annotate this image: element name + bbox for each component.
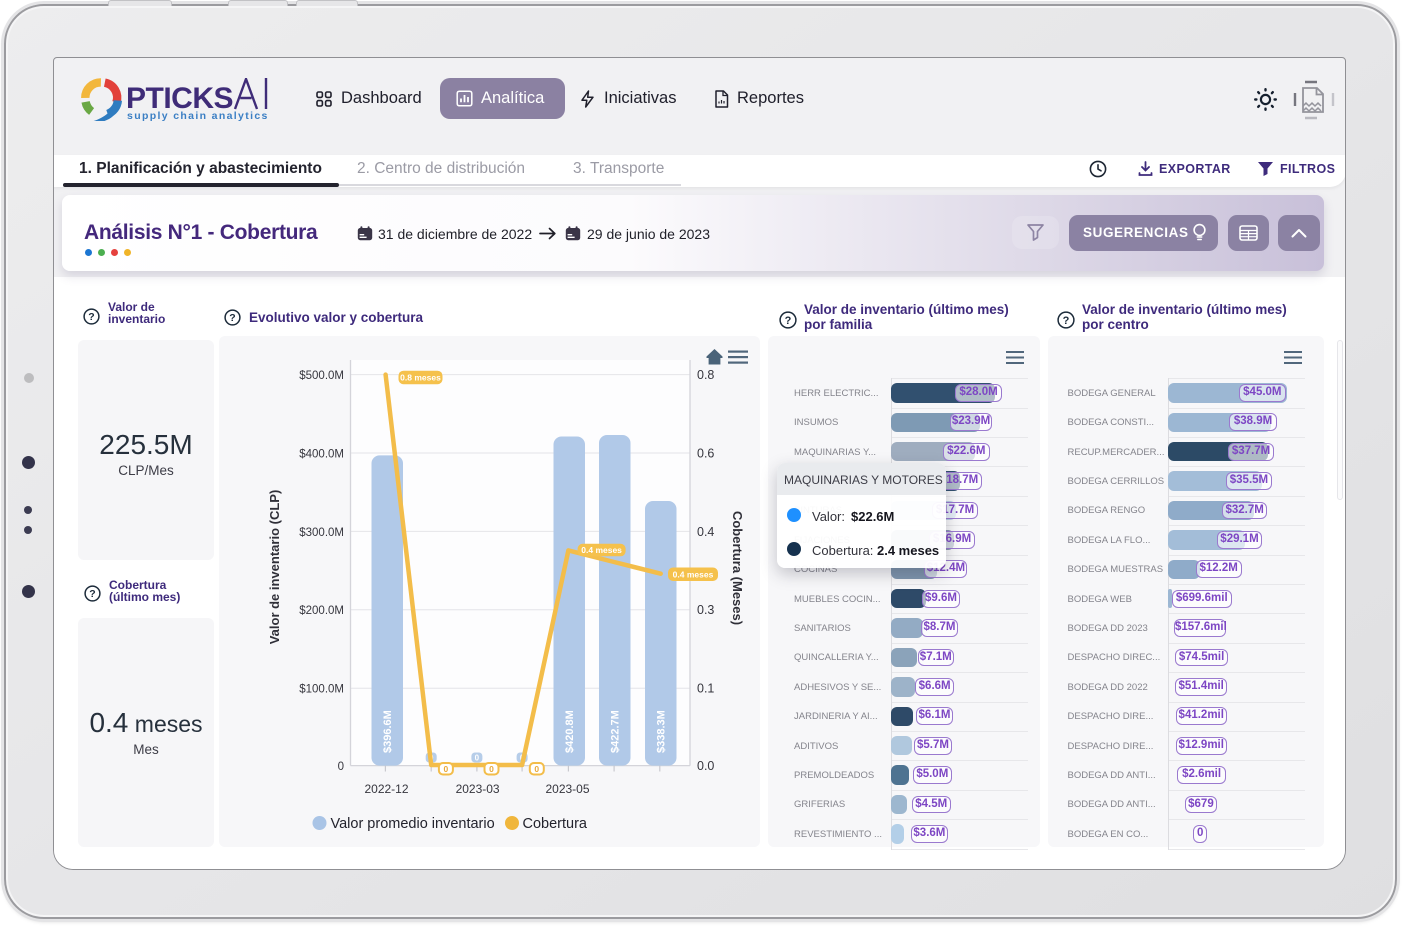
svg-text:Valor de inventario (CLP): Valor de inventario (CLP) xyxy=(267,490,282,645)
svg-text:2022-12: 2022-12 xyxy=(364,782,408,796)
svg-text:?: ? xyxy=(89,588,95,600)
svg-text:$500.0M: $500.0M xyxy=(299,370,344,382)
svg-text:?: ? xyxy=(785,315,792,327)
svg-text:0.0: 0.0 xyxy=(697,759,714,773)
svg-text:$396.6M: $396.6M xyxy=(382,710,394,753)
svg-text:0.1: 0.1 xyxy=(697,682,714,696)
svg-text:0: 0 xyxy=(338,761,344,773)
svg-text:Cobertura (Meses): Cobertura (Meses) xyxy=(730,511,745,625)
svg-text:$422.7M: $422.7M xyxy=(610,710,622,753)
svg-text:0: 0 xyxy=(444,764,449,774)
svg-text:$300.0M: $300.0M xyxy=(299,527,344,539)
svg-text:0.8 meses: 0.8 meses xyxy=(400,372,441,382)
svg-text:0: 0 xyxy=(534,764,539,774)
svg-text:0: 0 xyxy=(489,764,494,774)
svg-text:$400.0M: $400.0M xyxy=(299,448,344,460)
svg-text:0.8: 0.8 xyxy=(697,368,714,382)
svg-text:2023-03: 2023-03 xyxy=(456,782,500,796)
svg-text:0.6: 0.6 xyxy=(697,446,714,460)
svg-text:$200.0M: $200.0M xyxy=(299,605,344,617)
svg-text:?: ? xyxy=(229,312,235,324)
svg-text:?: ? xyxy=(1063,315,1070,327)
svg-text:Valor promedio inventario: Valor promedio inventario xyxy=(331,816,495,832)
svg-text:2023-05: 2023-05 xyxy=(545,782,589,796)
svg-text:0.3: 0.3 xyxy=(697,603,714,617)
svg-text:$338.3M: $338.3M xyxy=(656,710,668,753)
svg-text:Cobertura: Cobertura xyxy=(523,816,588,832)
svg-text:0.4: 0.4 xyxy=(697,525,714,539)
svg-text:0.4 meses: 0.4 meses xyxy=(581,545,622,555)
svg-text:?: ? xyxy=(88,311,94,323)
svg-text:0.4 meses: 0.4 meses xyxy=(673,569,714,579)
svg-text:$420.8M: $420.8M xyxy=(564,710,576,753)
svg-text:0: 0 xyxy=(475,753,480,762)
svg-text:$100.0M: $100.0M xyxy=(299,684,344,696)
